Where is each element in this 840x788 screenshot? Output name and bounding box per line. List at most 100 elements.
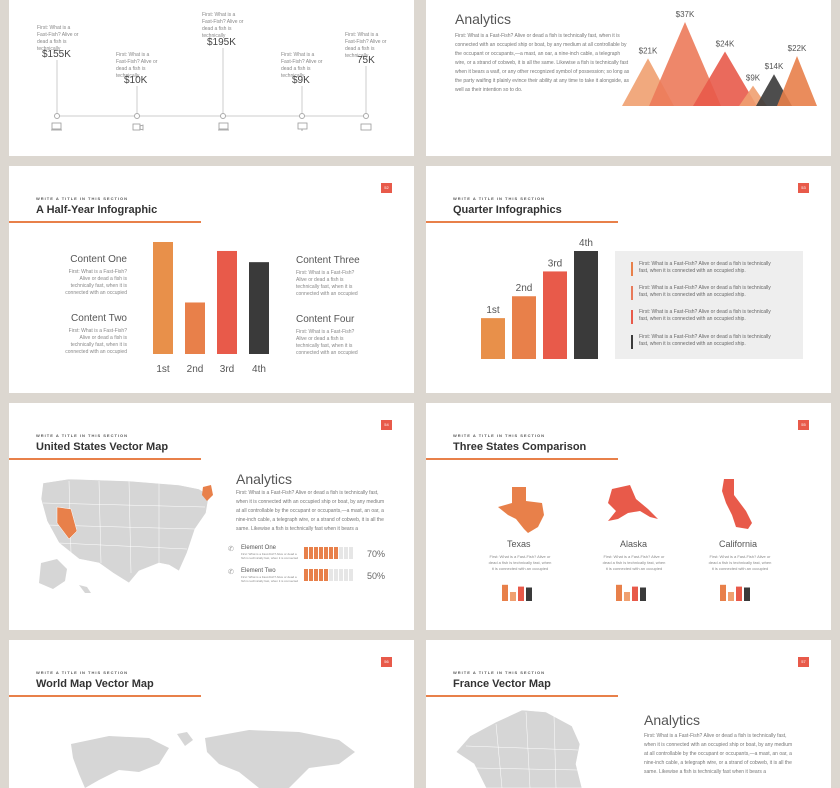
state-mini-bar bbox=[526, 587, 532, 601]
element-one-percent: 70% bbox=[367, 549, 386, 559]
title-underline bbox=[426, 221, 618, 223]
state-name-texas: Texas bbox=[507, 539, 531, 549]
slide-quarter[interactable]: WRITE A TITLE IN THIS SECTION Quarter In… bbox=[426, 166, 831, 393]
state-mini-bar bbox=[728, 592, 734, 601]
state-text-california: First: What is a Fast-Fish? Alive or dea… bbox=[708, 554, 772, 571]
slide-title: Three States Comparison bbox=[453, 441, 587, 453]
slide-title: France Vector Map bbox=[453, 678, 551, 690]
state-mini-bar bbox=[744, 587, 750, 601]
california-shape bbox=[722, 479, 752, 529]
list-marker bbox=[631, 335, 633, 349]
camera-icon bbox=[132, 123, 141, 131]
slide-halfyear[interactable]: WRITE A TITLE IN THIS SECTION A Half-Yea… bbox=[9, 166, 414, 393]
progress-segment bbox=[339, 547, 343, 559]
content-four-text: First: What is a Fast-Fish? Alive or dea… bbox=[296, 329, 358, 356]
progress-segment bbox=[339, 569, 343, 581]
title-underline bbox=[426, 695, 618, 697]
slide-france-map[interactable]: WRITE A TITLE IN THIS SECTION France Vec… bbox=[426, 640, 831, 788]
content-four-heading: Content Four bbox=[296, 314, 355, 325]
milestone-text-2: First: What is a Fast-Fish? Alive or dea… bbox=[116, 52, 158, 79]
state-mini-bar bbox=[502, 584, 508, 601]
state-text-alaska: First: What is a Fast-Fish? Alive or dea… bbox=[602, 554, 666, 571]
slide-number-badge: 55 bbox=[798, 420, 809, 430]
milestone-text-3: First: What is a Fast-Fish? Alive or dea… bbox=[202, 12, 244, 39]
slide-timeline[interactable]: First: What is a Fast-Fish? Alive or dea… bbox=[9, 0, 414, 156]
state-mini-bar bbox=[640, 587, 646, 601]
state-mini-bar bbox=[616, 584, 622, 601]
peak-label-4: $9K bbox=[746, 74, 761, 83]
laptop-icon bbox=[51, 122, 62, 130]
keyboard-icon bbox=[360, 123, 372, 131]
halfyear-bar-label-3: 3rd bbox=[220, 364, 234, 375]
progress-segment bbox=[334, 547, 338, 559]
slide-title: Quarter Infographics bbox=[453, 204, 562, 216]
slide-three-states[interactable]: WRITE A TITLE IN THIS SECTION Three Stat… bbox=[426, 403, 831, 630]
progress-segment bbox=[309, 569, 313, 581]
milestone-text-5: First: What is a Fast-Fish? Alive or dea… bbox=[345, 32, 387, 59]
content-three-text: First: What is a Fast-Fish? Alive or dea… bbox=[296, 270, 358, 297]
camera-icon-lens bbox=[139, 124, 144, 131]
progress-segment bbox=[304, 547, 308, 559]
section-label: WRITE A TITLE IN THIS SECTION bbox=[36, 196, 129, 201]
halfyear-bar-label-1: 1st bbox=[156, 364, 170, 375]
progress-segment bbox=[344, 547, 348, 559]
milestone-text-1: First: What is a Fast-Fish? Alive or dea… bbox=[37, 25, 79, 52]
peaks-chart: $21K $37K $24K $9K $14K $22K bbox=[622, 10, 817, 106]
section-label: WRITE A TITLE IN THIS SECTION bbox=[453, 670, 546, 675]
progress-segment bbox=[309, 547, 313, 559]
phone-icon: ✆ bbox=[228, 546, 234, 553]
list-item-3: First: What is a Fast-Fish? Alive or dea… bbox=[639, 309, 771, 322]
progress-segment bbox=[329, 547, 333, 559]
element-one-label: Element One bbox=[241, 545, 277, 551]
state-mini-bars bbox=[502, 584, 750, 601]
laptop-icon bbox=[218, 122, 229, 130]
quarter-bar-4 bbox=[574, 251, 598, 359]
quarter-bar-label-2: 2nd bbox=[516, 283, 533, 294]
section-label: WRITE A TITLE IN THIS SECTION bbox=[453, 196, 546, 201]
progress-segment bbox=[334, 569, 338, 581]
peaks-group: $21K $37K $24K $9K $14K $22K bbox=[622, 10, 817, 106]
quarter-bar-label-4: 4th bbox=[579, 238, 593, 249]
peak-label-1: $21K bbox=[639, 46, 658, 55]
halfyear-bar-3 bbox=[217, 250, 237, 354]
state-shapes bbox=[498, 479, 752, 533]
progress-segment bbox=[304, 569, 308, 581]
slide-analytics-peaks[interactable]: Analytics First: What is a Fast-Fish? Al… bbox=[426, 0, 831, 156]
progress-segment bbox=[329, 569, 333, 581]
analytics-title: Analytics bbox=[644, 712, 701, 728]
progress-segment bbox=[349, 547, 353, 559]
slide-us-map[interactable]: WRITE A TITLE IN THIS SECTION United Sta… bbox=[9, 403, 414, 630]
list-marker bbox=[631, 310, 633, 324]
halfyear-bar-label-4: 4th bbox=[252, 364, 266, 375]
milestone-value-3: $195K bbox=[207, 37, 236, 48]
element-two-text: First: What is a Fast-Fish? Alive or dea… bbox=[241, 575, 299, 583]
state-name-california: California bbox=[719, 539, 758, 549]
content-one-text: First: What is a Fast-Fish? Alive or dea… bbox=[65, 269, 127, 296]
progress-segment bbox=[319, 569, 323, 581]
slide-world-map[interactable]: WRITE A TITLE IN THIS SECTION World Map … bbox=[9, 640, 414, 788]
timeline-line bbox=[51, 48, 372, 131]
list-item-1: First: What is a Fast-Fish? Alive or dea… bbox=[639, 261, 771, 274]
quarter-bar-3 bbox=[543, 271, 567, 359]
element-one-text: First: What is a Fast-Fish? Alive or dea… bbox=[241, 552, 299, 560]
milestone-value-4: $9K bbox=[292, 75, 310, 86]
milestone-text-4: First: What is a Fast-Fish? Alive or dea… bbox=[281, 52, 323, 79]
state-mini-bar bbox=[632, 586, 638, 601]
state-mini-bar bbox=[720, 584, 726, 601]
progress-segment bbox=[324, 547, 328, 559]
halfyear-bar-label-2: 2nd bbox=[187, 364, 204, 375]
slide-title: United States Vector Map bbox=[36, 441, 169, 453]
list-marker bbox=[631, 286, 633, 300]
progress-segment bbox=[349, 569, 353, 581]
slide-title: A Half-Year Infographic bbox=[36, 204, 158, 216]
halfyear-chart: 1st 2nd 3rd 4th bbox=[153, 242, 269, 375]
halfyear-bar-1 bbox=[153, 242, 173, 354]
peak-label-6: $22K bbox=[788, 44, 807, 53]
state-mini-bar bbox=[518, 586, 524, 601]
peak-2 bbox=[649, 22, 721, 106]
analytics-paragraph: First: What is a Fast-Fish? Alive or dea… bbox=[455, 33, 630, 93]
halfyear-bar-2 bbox=[185, 302, 205, 354]
progress-segment bbox=[324, 569, 328, 581]
quarter-bar-label-3: 3rd bbox=[548, 258, 562, 269]
state-name-alaska: Alaska bbox=[620, 539, 648, 549]
